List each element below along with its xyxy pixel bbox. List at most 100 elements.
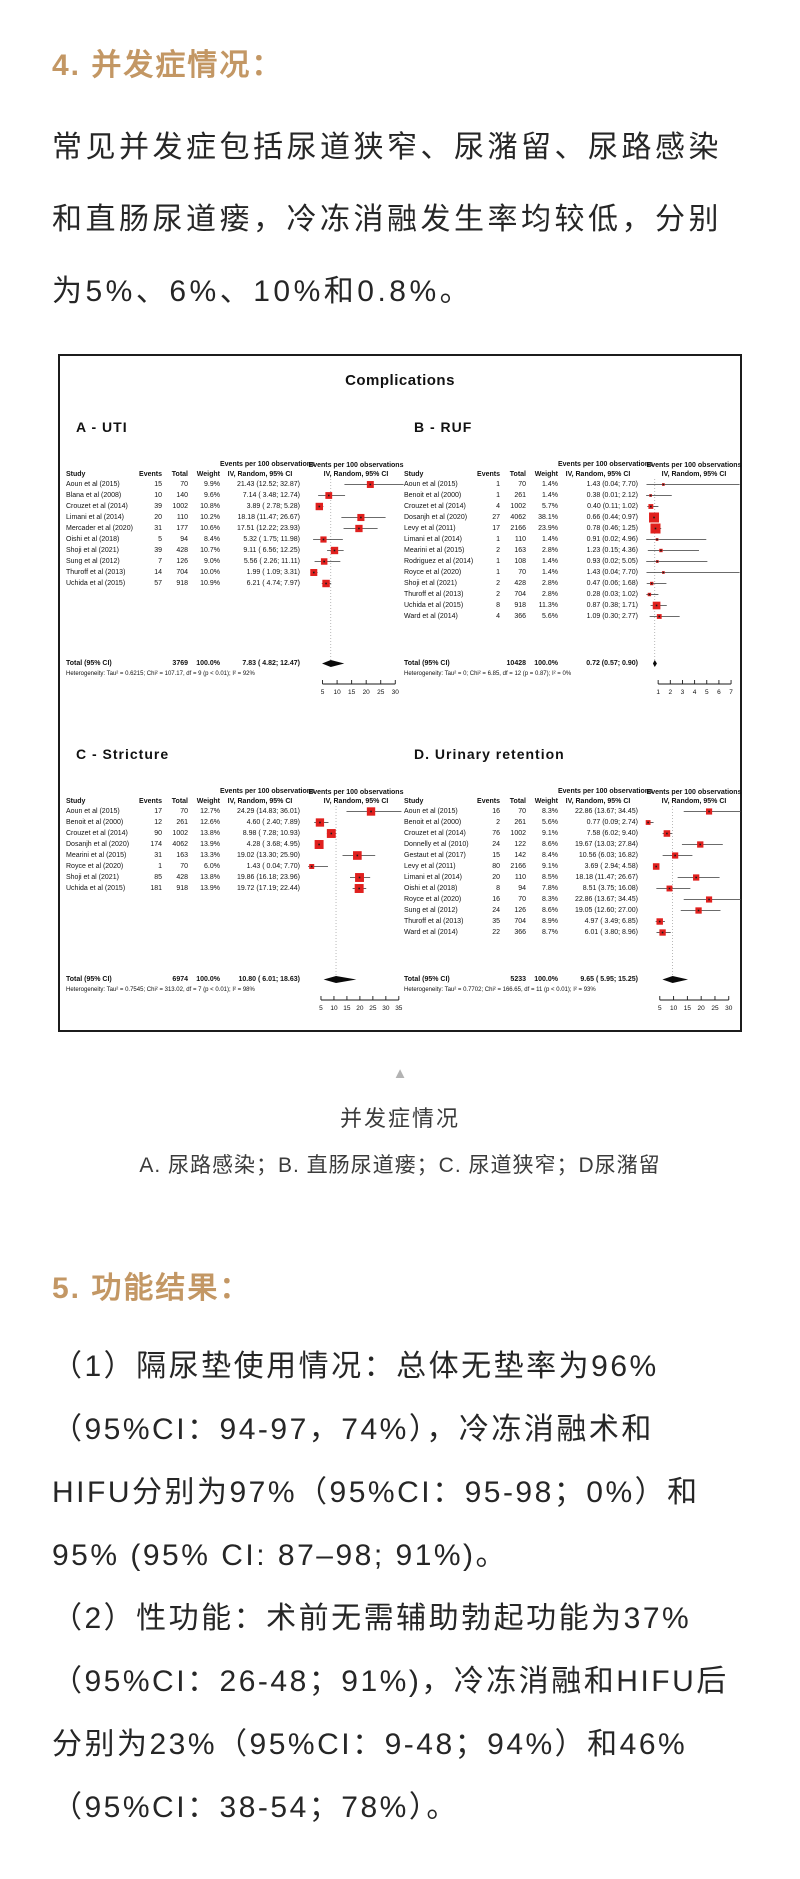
table-cell: 8.4% bbox=[204, 536, 220, 543]
axis-tick-label: 25 bbox=[369, 1005, 377, 1012]
table-cell: 1.99 ( 1.09; 3.31) bbox=[246, 569, 300, 576]
table-cell: 39 bbox=[154, 547, 162, 554]
axis-tick-label: 1 bbox=[656, 689, 660, 696]
table-cell: 35 bbox=[492, 918, 500, 925]
point-estimate-dot bbox=[668, 887, 671, 890]
figure-top-row: A - UTI Events per 100 observations Study E… bbox=[66, 419, 741, 698]
forest-table: Events per 100 observations Study Events To… bbox=[404, 459, 653, 698]
table-cell: Royce et al (2020) bbox=[404, 569, 462, 576]
study-row: Uchida et al (2015) 8 918 11.3% 0.87 (0.38; … bbox=[404, 600, 642, 611]
table-cell: 5.6% bbox=[542, 819, 558, 826]
table-cell: 918 bbox=[514, 602, 526, 609]
table-cell: 19.67 (13.03; 27.84) bbox=[574, 841, 638, 848]
table-cell: 5.6% bbox=[542, 613, 558, 620]
table-cell: 10.6% bbox=[200, 525, 220, 532]
study-row: Royce et al (2020) 16 70 8.3% 22.86 (13.67; … bbox=[404, 894, 642, 905]
panel-grid: Events per 100 observations Study Events To… bbox=[404, 786, 742, 1014]
table-cell: 110 bbox=[176, 514, 188, 521]
table-cell: 181 bbox=[150, 885, 162, 892]
table-cell: Total bbox=[171, 797, 188, 805]
forest-plot-svg: 1 2 3 4 5 6 7 bbox=[646, 479, 740, 696]
axis-tick-label: 7 bbox=[729, 689, 733, 696]
header-row-2: Study Events Total Weight IV, Random, 95% CI bbox=[404, 796, 642, 806]
caption-title: 并发症情况 bbox=[339, 1106, 460, 1131]
point-estimate-dot bbox=[656, 538, 658, 541]
table-cell: 17 bbox=[492, 525, 500, 532]
table-cell: 85 bbox=[154, 874, 162, 881]
table-cell: 17 bbox=[154, 808, 162, 815]
table-cell: 8.6% bbox=[542, 907, 558, 914]
table-cell: 70 bbox=[180, 481, 188, 488]
forest-table: Events per 100 observations Study Events To… bbox=[66, 786, 315, 1014]
point-estimate-dot bbox=[650, 582, 653, 585]
text-line: （1）隔尿垫使用情况：总体无垫率为96% bbox=[52, 1350, 659, 1383]
table-cell: 20 bbox=[154, 514, 162, 521]
table-cell: Weight bbox=[196, 797, 220, 805]
table-cell: 108 bbox=[514, 558, 526, 565]
study-row: Sung et al (2012) 24 126 8.6% 19.05 (12.60; … bbox=[404, 905, 642, 916]
table-cell: 8.98 ( 7.28; 10.93) bbox=[242, 830, 300, 837]
table-cell: 20 bbox=[492, 874, 500, 881]
table-cell: 24.29 (14.83; 36.01) bbox=[236, 808, 300, 815]
axis-tick-label: 30 bbox=[725, 1005, 733, 1012]
table-cell: Study bbox=[404, 797, 424, 805]
table-cell: Uchida et al (2015) bbox=[404, 602, 464, 609]
text-line: 为5%、6%、10%和0.8%。 bbox=[52, 275, 474, 308]
table-cell: 9.9% bbox=[204, 481, 220, 488]
panel-label: D. Urinary retention bbox=[414, 746, 565, 762]
table-cell: 15 bbox=[492, 852, 500, 859]
forest-plot-column: Events per 100 observations IV, Random, 9… bbox=[646, 459, 742, 698]
spacer bbox=[404, 622, 642, 658]
table-cell: 13.8% bbox=[200, 874, 220, 881]
table-cell: 9.11 ( 6.56; 12.25) bbox=[243, 547, 300, 554]
table-cell: 8.3% bbox=[542, 808, 558, 815]
study-row: Crouzet et al (2014) 76 1002 9.1% 7.58 (6.02… bbox=[404, 828, 642, 839]
study-row: Benoit et al (2000) 2 261 5.6% 0.77 (0.09; 2… bbox=[404, 817, 642, 828]
table-cell: 90 bbox=[154, 830, 162, 837]
table-cell: 80 bbox=[492, 863, 500, 870]
point-estimate-dot bbox=[358, 887, 360, 890]
forest-plot-column: Events per 100 observations IV, Random, 9… bbox=[645, 786, 742, 1014]
table-cell: 0.47 (0.06; 1.68) bbox=[586, 580, 638, 587]
point-estimate-dot bbox=[323, 560, 325, 563]
point-estimate-dot bbox=[674, 854, 676, 857]
table-cell: Events bbox=[139, 797, 162, 805]
table-cell: 6974 bbox=[172, 976, 188, 983]
header-row-1: Events per 100 observations bbox=[404, 787, 653, 796]
table-cell: Weight bbox=[534, 470, 558, 478]
table-cell: 2 bbox=[496, 580, 500, 587]
table-cell: 0.93 (0.02; 5.05) bbox=[586, 558, 638, 565]
study-row: Blana et al (2008) 10 140 9.6% 7.14 ( 3.48; … bbox=[66, 490, 304, 501]
caption-legend: A. 尿路感染；B. 直肠尿道瘘；C. 尿道狭窄；D尿潴留 bbox=[139, 1154, 661, 1177]
text-line: 和直肠尿道瘘，冷冻消融发生率均较低，分别 bbox=[52, 203, 722, 236]
table-cell: Levy et al (2011) bbox=[404, 525, 456, 532]
table-cell: 70 bbox=[518, 896, 526, 903]
axis-tick-label: 5 bbox=[321, 689, 325, 696]
table-cell: 1.4% bbox=[542, 481, 558, 488]
text-line: （95%CI：26-48；91%)，冷冻消融和HIFU后 bbox=[52, 1665, 729, 1698]
panel-grid: Events per 100 observations Study Events To… bbox=[66, 786, 404, 1014]
study-row: Donnelly et al (2010) 24 122 8.6% 19.67 (13.… bbox=[404, 839, 642, 850]
table-cell: 4062 bbox=[510, 514, 526, 521]
table-cell: 7 bbox=[158, 558, 162, 565]
table-cell: 126 bbox=[514, 907, 526, 914]
text-line: （95%CI：38-54；78%）。 bbox=[52, 1791, 459, 1824]
table-cell: Ward et al (2014) bbox=[404, 929, 458, 936]
point-estimate-dot bbox=[333, 549, 336, 552]
table-cell: Weight bbox=[196, 470, 220, 478]
figure-bottom-row: C - Stricture Events per 100 observations… bbox=[66, 746, 741, 1014]
study-row: Levy et al (2011) 17 2166 23.9% 0.78 (0.46; … bbox=[404, 523, 642, 534]
table-cell: 76 bbox=[492, 830, 500, 837]
study-row: Mearini et al (2015) 2 163 2.8% 1.23 (0.15; … bbox=[404, 545, 642, 556]
table-cell: Mearini et al (2015) bbox=[66, 852, 127, 859]
study-row: Shoji et al (2021) 85 428 13.8% 19.86 (16.18… bbox=[66, 872, 304, 883]
header-row-2: Study Events Total Weight IV, Random, 95% CI bbox=[404, 469, 642, 479]
table-cell: Limani et al (2014) bbox=[404, 874, 462, 881]
table-cell: 6.0% bbox=[204, 863, 220, 870]
table-cell: Events bbox=[477, 470, 500, 478]
forest-plot-column: Events per 100 observations IV, Random, 9… bbox=[308, 459, 404, 698]
table-cell: Donnelly et al (2010) bbox=[404, 841, 469, 848]
axis-tick-label: 10 bbox=[670, 1005, 678, 1012]
table-cell: IV, Random, 95% CI bbox=[565, 470, 631, 478]
table-cell: 100.0% bbox=[196, 660, 220, 667]
